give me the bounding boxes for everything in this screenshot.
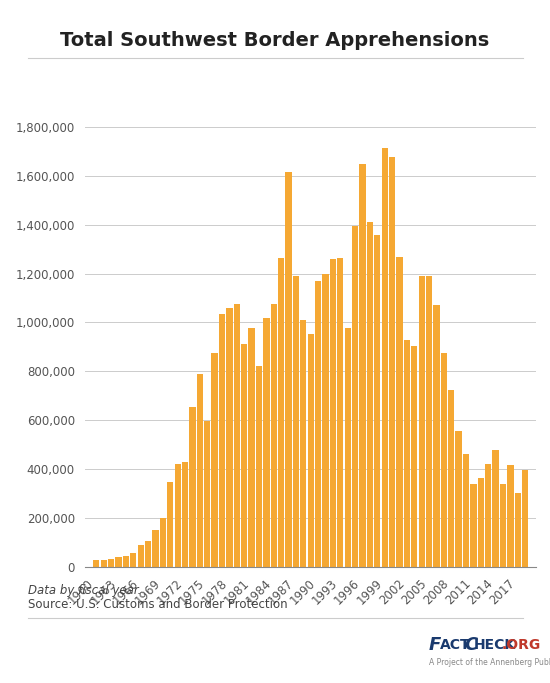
Bar [293,276,299,567]
Bar [241,344,248,567]
Text: Total Southwest Border Apprehensions: Total Southwest Border Apprehensions [60,31,490,50]
Bar [470,484,476,567]
Bar [93,559,100,567]
Text: Source: U.S. Customs and Border Protection: Source: U.S. Customs and Border Protecti… [28,598,287,611]
Bar [441,352,447,567]
Bar [433,305,439,567]
Bar [382,148,388,567]
Bar [271,304,277,567]
Bar [197,374,203,567]
Text: F: F [429,637,441,654]
Bar [152,530,158,567]
Bar [492,449,499,567]
Bar [507,465,514,567]
Bar [285,172,292,567]
Bar [397,257,403,567]
Bar [256,367,262,567]
Bar [374,235,381,567]
Bar [212,353,218,567]
Bar [344,328,351,567]
Bar [145,540,151,567]
Bar [249,329,255,567]
Bar [477,477,484,567]
Text: HECK: HECK [474,639,516,652]
Bar [189,406,196,567]
Bar [463,454,469,567]
Text: A Project of the Annenberg Public Policy Center: A Project of the Annenberg Public Policy… [429,658,550,667]
Bar [204,421,211,567]
Bar [263,318,270,567]
Bar [234,304,240,567]
Bar [226,308,233,567]
Bar [167,482,173,567]
Bar [367,221,373,567]
Bar [411,346,417,567]
Bar [315,281,321,567]
Bar [515,492,521,567]
Bar [448,390,454,567]
Text: ACT: ACT [440,639,471,652]
Bar [307,333,314,567]
Bar [116,557,122,567]
Text: .ORG: .ORG [502,639,541,652]
Bar [389,157,395,567]
Bar [455,431,462,567]
Bar [359,163,366,567]
Bar [219,314,225,567]
Bar [182,462,188,567]
Bar [101,559,107,567]
Bar [337,258,343,567]
Bar [352,226,358,567]
Bar [500,484,506,567]
Bar [138,545,144,567]
Bar [130,553,136,567]
Bar [330,260,336,567]
Bar [404,339,410,567]
Bar [522,470,529,567]
Bar [123,556,129,567]
Text: C: C [465,637,478,654]
Bar [300,320,306,567]
Bar [322,274,329,567]
Bar [278,258,284,567]
Bar [174,464,181,567]
Bar [419,276,425,567]
Bar [108,559,114,567]
Bar [485,464,491,567]
Bar [160,518,166,567]
Bar [426,276,432,567]
Text: Data by fiscal year.: Data by fiscal year. [28,584,141,597]
